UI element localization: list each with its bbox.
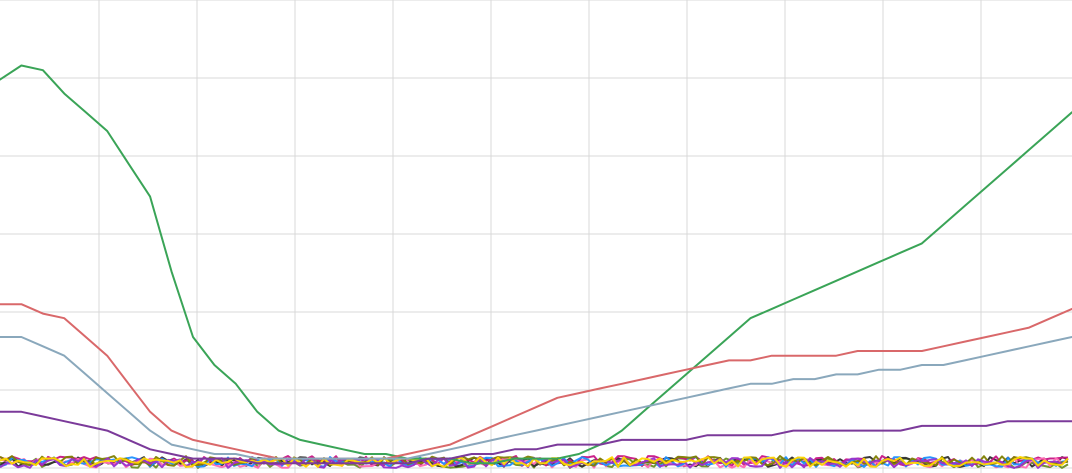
series-line-2 <box>0 303 1072 460</box>
main-series-group <box>0 64 1072 465</box>
series-line-3 <box>0 336 1072 460</box>
series-line-1 <box>0 64 1072 465</box>
series-line-4 <box>0 410 1072 465</box>
